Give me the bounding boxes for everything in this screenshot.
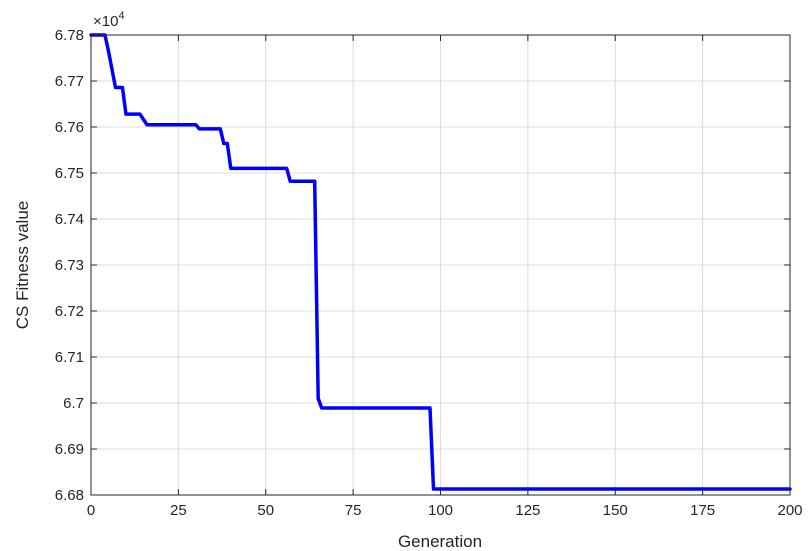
y-tick-label: 6.77 [55,73,84,90]
x-tick-label: 175 [690,502,715,519]
series-line [89,33,792,491]
x-axis-label: Generation [398,532,482,551]
y-tick-label: 6.73 [55,257,84,274]
x-tick-label: 100 [428,502,453,519]
y-tick-label: 6.72 [55,303,84,320]
y-tick-label: 6.69 [55,441,84,458]
y-tick-labels: 6.68 6.69 6.7 6.71 6.72 6.73 6.74 6.75 6.76 6.77 6… [55,27,84,504]
y-tick-label: 6.71 [55,349,84,366]
x-tick-label: 150 [603,502,628,519]
y-multiplier-power: 4 [118,10,124,22]
y-multiplier-times: ×10 [93,13,118,30]
y-tick-label: 6.74 [55,211,84,228]
y-tick-label: 6.78 [55,27,84,44]
x-tick-labels: 0 25 50 75 100 125 150 175 200 [87,502,803,519]
y-axis-multiplier: ×104 [93,10,125,30]
x-tick-label: 200 [777,502,802,519]
y-axis-label: CS Fitness value [13,201,32,330]
x-tick-label: 50 [257,502,274,519]
y-tick-label: 6.75 [55,165,84,182]
x-tick-label: 75 [345,502,362,519]
y-tick-label: 6.76 [55,119,84,136]
x-tick-label: 0 [87,502,95,519]
plot-frame [90,34,791,496]
x-tick-label: 25 [170,502,187,519]
x-tick-label: 125 [515,502,540,519]
y-tick-label: 6.7 [63,395,84,412]
y-tick-label: 6.68 [55,487,84,504]
series-layer [89,33,792,491]
